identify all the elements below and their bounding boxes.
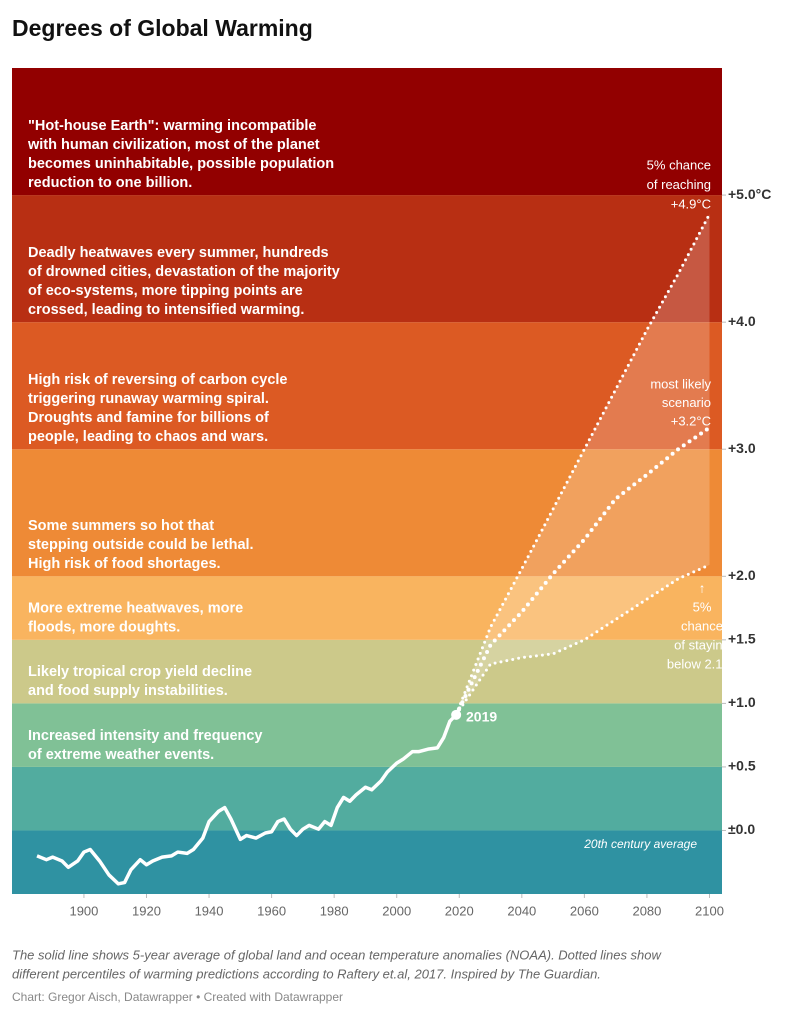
band-text: reduction to one billion. [28,175,192,191]
band-text: Deadly heatwaves every summer, hundreds [28,245,329,261]
x-tick-label: 1900 [69,903,98,918]
point [451,709,462,720]
y-tick-label: +3.0 [728,440,756,456]
annotation: 20th century average [583,837,697,851]
band-text: Likely tropical crop yield decline [28,664,252,680]
annotation: +3.2°C [671,413,711,428]
annotation: of reaching [647,177,711,192]
band-text: crossed, leading to intensified warming. [28,302,304,318]
band-text: Some summers so hot that [28,518,214,534]
annotation: 2019 [466,709,497,725]
annotation: most likely [650,376,711,391]
projection-line [454,212,711,717]
band-text: "Hot-house Earth": warming incompatible [28,118,316,134]
annotation: chance [681,618,723,633]
band-text: High risk of reversing of carbon cycle [28,372,287,388]
band-text: people, leading to chaos and wars. [28,429,268,445]
chart-title: Degrees of Global Warming [12,15,313,41]
note: different percentiles of warming predict… [12,966,601,981]
y-tick-label: +1.0 [728,694,756,710]
x-tick-label: 2040 [507,903,536,918]
band-text: Droughts and famine for billions of [28,410,269,426]
observed-line [36,713,458,886]
x-tick-label: 1960 [257,903,286,918]
band-text: triggering runaway warming spiral. [28,391,269,407]
x-tick-label: 1920 [132,903,161,918]
annotation: +4.9°C [671,196,711,211]
band-text: High risk of food shortages. [28,556,221,572]
band-text: floods, more doughts. [28,620,180,636]
band-text: stepping outside could be lethal. [28,537,254,553]
projection-line [454,425,712,717]
credit: Chart: Gregor Aisch, Datawrapper • Creat… [12,990,343,1004]
band-text: with human civilization, most of the pla… [27,137,320,153]
band [12,576,722,640]
band [12,830,722,894]
annotation: 5% chance [647,157,711,172]
y-tick-label: +0.5 [728,758,756,774]
band [12,322,722,450]
x-tick-label: 2080 [632,903,661,918]
y-tick-label: +5.0°C [728,186,771,202]
projection-range [456,214,710,715]
y-tick-label: +1.5 [728,631,756,647]
band [12,68,722,196]
annotation: below 2.1°C [667,656,737,671]
annotation: 5% [693,599,712,614]
band-text: of eco-systems, more tipping points are [28,283,303,299]
band-text: More extreme heatwaves, more [28,601,243,617]
band [12,703,722,767]
band [12,766,722,831]
annotation: of staying [674,637,730,652]
y-tick-label: +2.0 [728,567,756,583]
annotation: ↑ [699,580,706,595]
x-tick-label: 2000 [382,903,411,918]
band-text: of drowned cities, devastation of the ma… [28,264,340,280]
x-tick-label: 2020 [445,903,474,918]
x-tick-label: 2100 [695,903,724,918]
x-tick-label: 2060 [570,903,599,918]
band-text: becomes uninhabitable, possible populati… [28,156,334,172]
annotation: scenario [662,395,711,410]
y-tick-label: +4.0 [728,313,756,329]
y-tick-label: ±0.0 [728,821,755,837]
x-tick-label: 1980 [320,903,349,918]
band-text: Increased intensity and frequency [28,728,263,744]
band-text: and food supply instabilities. [28,683,228,699]
note: The solid line shows 5-year average of g… [12,947,663,962]
x-tick-label: 1940 [195,903,224,918]
band [12,639,722,704]
band [12,195,722,323]
band-text: of extreme weather events. [28,747,214,763]
projection-line [454,563,711,717]
